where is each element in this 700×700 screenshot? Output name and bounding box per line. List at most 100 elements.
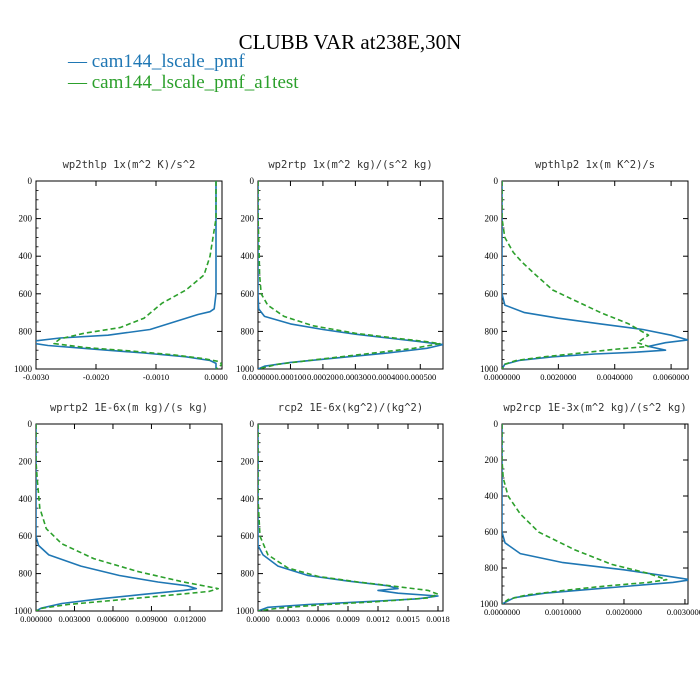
y-tick-label: 1000 xyxy=(480,364,499,374)
plot-frame xyxy=(35,423,223,612)
x-tick-label: -0.0030 xyxy=(23,372,49,382)
x-tick-label: 0.012000 xyxy=(174,614,206,624)
x-tick-label: 0.0009 xyxy=(336,614,359,624)
x-tick-label: 0.0003 xyxy=(276,614,299,624)
y-tick-label: 200 xyxy=(485,455,499,465)
panel-title: wp2rcp 1E-3x(m^2 kg)/(s^2 kg) xyxy=(503,402,686,414)
y-tick-label: 0 xyxy=(494,176,499,186)
panel-title: wp2thlp 1x(m^2 K)/s^2 xyxy=(63,159,196,171)
series-line-pmf xyxy=(258,424,439,611)
y-tick-label: 400 xyxy=(485,251,499,261)
y-tick-label: 0 xyxy=(28,176,33,186)
plot-frame xyxy=(35,180,223,370)
series-line-a1test xyxy=(502,181,650,369)
x-tick-label: 0.0060000 xyxy=(653,372,689,382)
panel-3: wpthlp2 1x(m K^2)/s020040060080010000.00… xyxy=(480,159,689,382)
y-tick-label: 800 xyxy=(19,326,33,336)
x-tick-label: 0.000000 xyxy=(242,372,274,382)
y-tick-label: 1000 xyxy=(14,364,33,374)
panel-4: wprtp2 1E-6x(m kg)/(s kg) 0 200 400 600 800 10… xyxy=(14,402,223,624)
series-line-a1test xyxy=(258,181,441,369)
y-tick-label: 800 xyxy=(241,326,255,336)
y-tick-label: 200 xyxy=(485,214,499,224)
y-tick-label: 600 xyxy=(485,527,499,537)
x-tick-label: 0.000000 xyxy=(20,614,52,624)
series-line-a1test xyxy=(36,424,219,611)
y-tick-label: 800 xyxy=(19,569,33,579)
panel-1: wp2thlp 1x(m^2 K)/s^202004006008001000-0… xyxy=(14,159,228,382)
x-tick-label: 0.000200 xyxy=(307,372,339,382)
x-tick-label: 0.0000000 xyxy=(484,372,520,382)
series-line-pmf xyxy=(502,181,688,369)
panel-2: wp2rtp 1x(m^2 kg)/(s^2 kg) 0 200 400 600 800 1… xyxy=(236,159,444,382)
x-tick-label: 0.0020000 xyxy=(540,372,576,382)
x-tick-label: -0.0020 xyxy=(83,372,109,382)
x-tick-label: 0.0000000 xyxy=(484,607,520,617)
x-tick-label: 0.000300 xyxy=(339,372,371,382)
x-tick-label: 0.0012 xyxy=(366,614,389,624)
y-tick-label: 800 xyxy=(241,569,255,579)
x-tick-label: 0.0006 xyxy=(306,614,329,624)
panel-title: rcp2 1E-6x(kg^2)/(kg^2) xyxy=(278,402,423,414)
y-tick-label: 1000 xyxy=(236,606,255,616)
x-tick-label: 0.0030000 xyxy=(667,607,700,617)
x-tick-label: 0.0018 xyxy=(426,614,449,624)
x-tick-label: 0.000400 xyxy=(372,372,404,382)
legend-item-pmf: — cam144_lscale_pmf xyxy=(68,51,245,73)
x-tick-label: 0.0000 xyxy=(246,614,269,624)
x-tick-label: -0.0010 xyxy=(143,372,169,382)
series-line-pmf xyxy=(502,424,688,604)
y-tick-label: 1000 xyxy=(236,364,255,374)
y-tick-label: 400 xyxy=(19,251,33,261)
y-tick-label: 400 xyxy=(241,494,255,504)
x-tick-label: 0.006000 xyxy=(97,614,129,624)
y-tick-label: 1000 xyxy=(14,606,33,616)
x-tick-label: 0.000100 xyxy=(275,372,307,382)
panel-5: rcp2 1E-6x(kg^2)/(kg^2) 0 200 400 600 800 1000… xyxy=(236,402,450,624)
legend-marker-pmf: — xyxy=(68,51,92,72)
legend-item-a1test: — cam144_lscale_pmf_a1test xyxy=(68,72,299,94)
y-tick-label: 600 xyxy=(485,289,499,299)
y-tick-label: 200 xyxy=(241,214,255,224)
figure-title: CLUBB VAR at238E,30N xyxy=(238,30,462,54)
y-tick-label: 200 xyxy=(19,456,33,466)
y-tick-label: 400 xyxy=(19,494,33,504)
panel-title: wpthlp2 1x(m K^2)/s xyxy=(535,159,655,171)
x-tick-label: 0.000500 xyxy=(404,372,436,382)
panel-title: wprtp2 1E-6x(m kg)/(s kg) xyxy=(50,402,208,414)
y-tick-label: 600 xyxy=(19,289,33,299)
series-line-pmf xyxy=(258,181,443,369)
plot-frame xyxy=(501,180,689,370)
legend-marker-a1test: — xyxy=(68,72,92,93)
x-tick-label: 0.0020000 xyxy=(606,607,642,617)
x-tick-label: 0.003000 xyxy=(59,614,91,624)
series-line-a1test xyxy=(502,424,668,604)
y-tick-label: 600 xyxy=(241,289,255,299)
y-tick-label: 0 xyxy=(494,419,499,429)
y-tick-label: 200 xyxy=(19,214,33,224)
y-tick-label: 800 xyxy=(485,326,499,336)
y-tick-label: 0 xyxy=(28,419,33,429)
legend-label-a1test: cam144_lscale_pmf_a1test xyxy=(91,72,299,93)
y-tick-label: 1000 xyxy=(480,599,499,609)
y-tick-label: 600 xyxy=(19,531,33,541)
y-tick-label: 0 xyxy=(250,176,255,186)
x-tick-label: 0.0015 xyxy=(396,614,419,624)
x-tick-label: 0.0010000 xyxy=(545,607,581,617)
legend-label-pmf: cam144_lscale_pmf xyxy=(91,51,245,72)
y-tick-label: 0 xyxy=(250,419,255,429)
panel-6: wp2rcp 1E-3x(m^2 kg)/(s^2 kg) 0 200 400 600 8… xyxy=(480,402,700,617)
plot-frame xyxy=(257,423,444,612)
y-tick-label: 400 xyxy=(485,491,499,501)
y-tick-label: 800 xyxy=(485,563,499,573)
y-tick-label: 400 xyxy=(241,251,255,261)
x-tick-label: 0.0040000 xyxy=(597,372,633,382)
series-line-pmf xyxy=(36,424,198,611)
series-line-a1test xyxy=(258,424,439,611)
series-line-a1test xyxy=(53,181,222,369)
y-tick-label: 600 xyxy=(241,531,255,541)
series-line-pmf xyxy=(36,181,217,369)
x-tick-label: 0.0000 xyxy=(204,372,227,382)
panel-title: wp2rtp 1x(m^2 kg)/(s^2 kg) xyxy=(268,159,432,171)
